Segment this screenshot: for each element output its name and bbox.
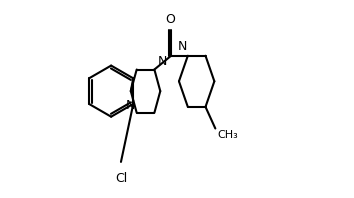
- Text: Cl: Cl: [115, 172, 127, 185]
- Text: N: N: [126, 99, 136, 112]
- Text: CH₃: CH₃: [217, 130, 238, 140]
- Text: N: N: [157, 54, 167, 68]
- Text: N: N: [177, 40, 187, 53]
- Text: O: O: [165, 13, 175, 26]
